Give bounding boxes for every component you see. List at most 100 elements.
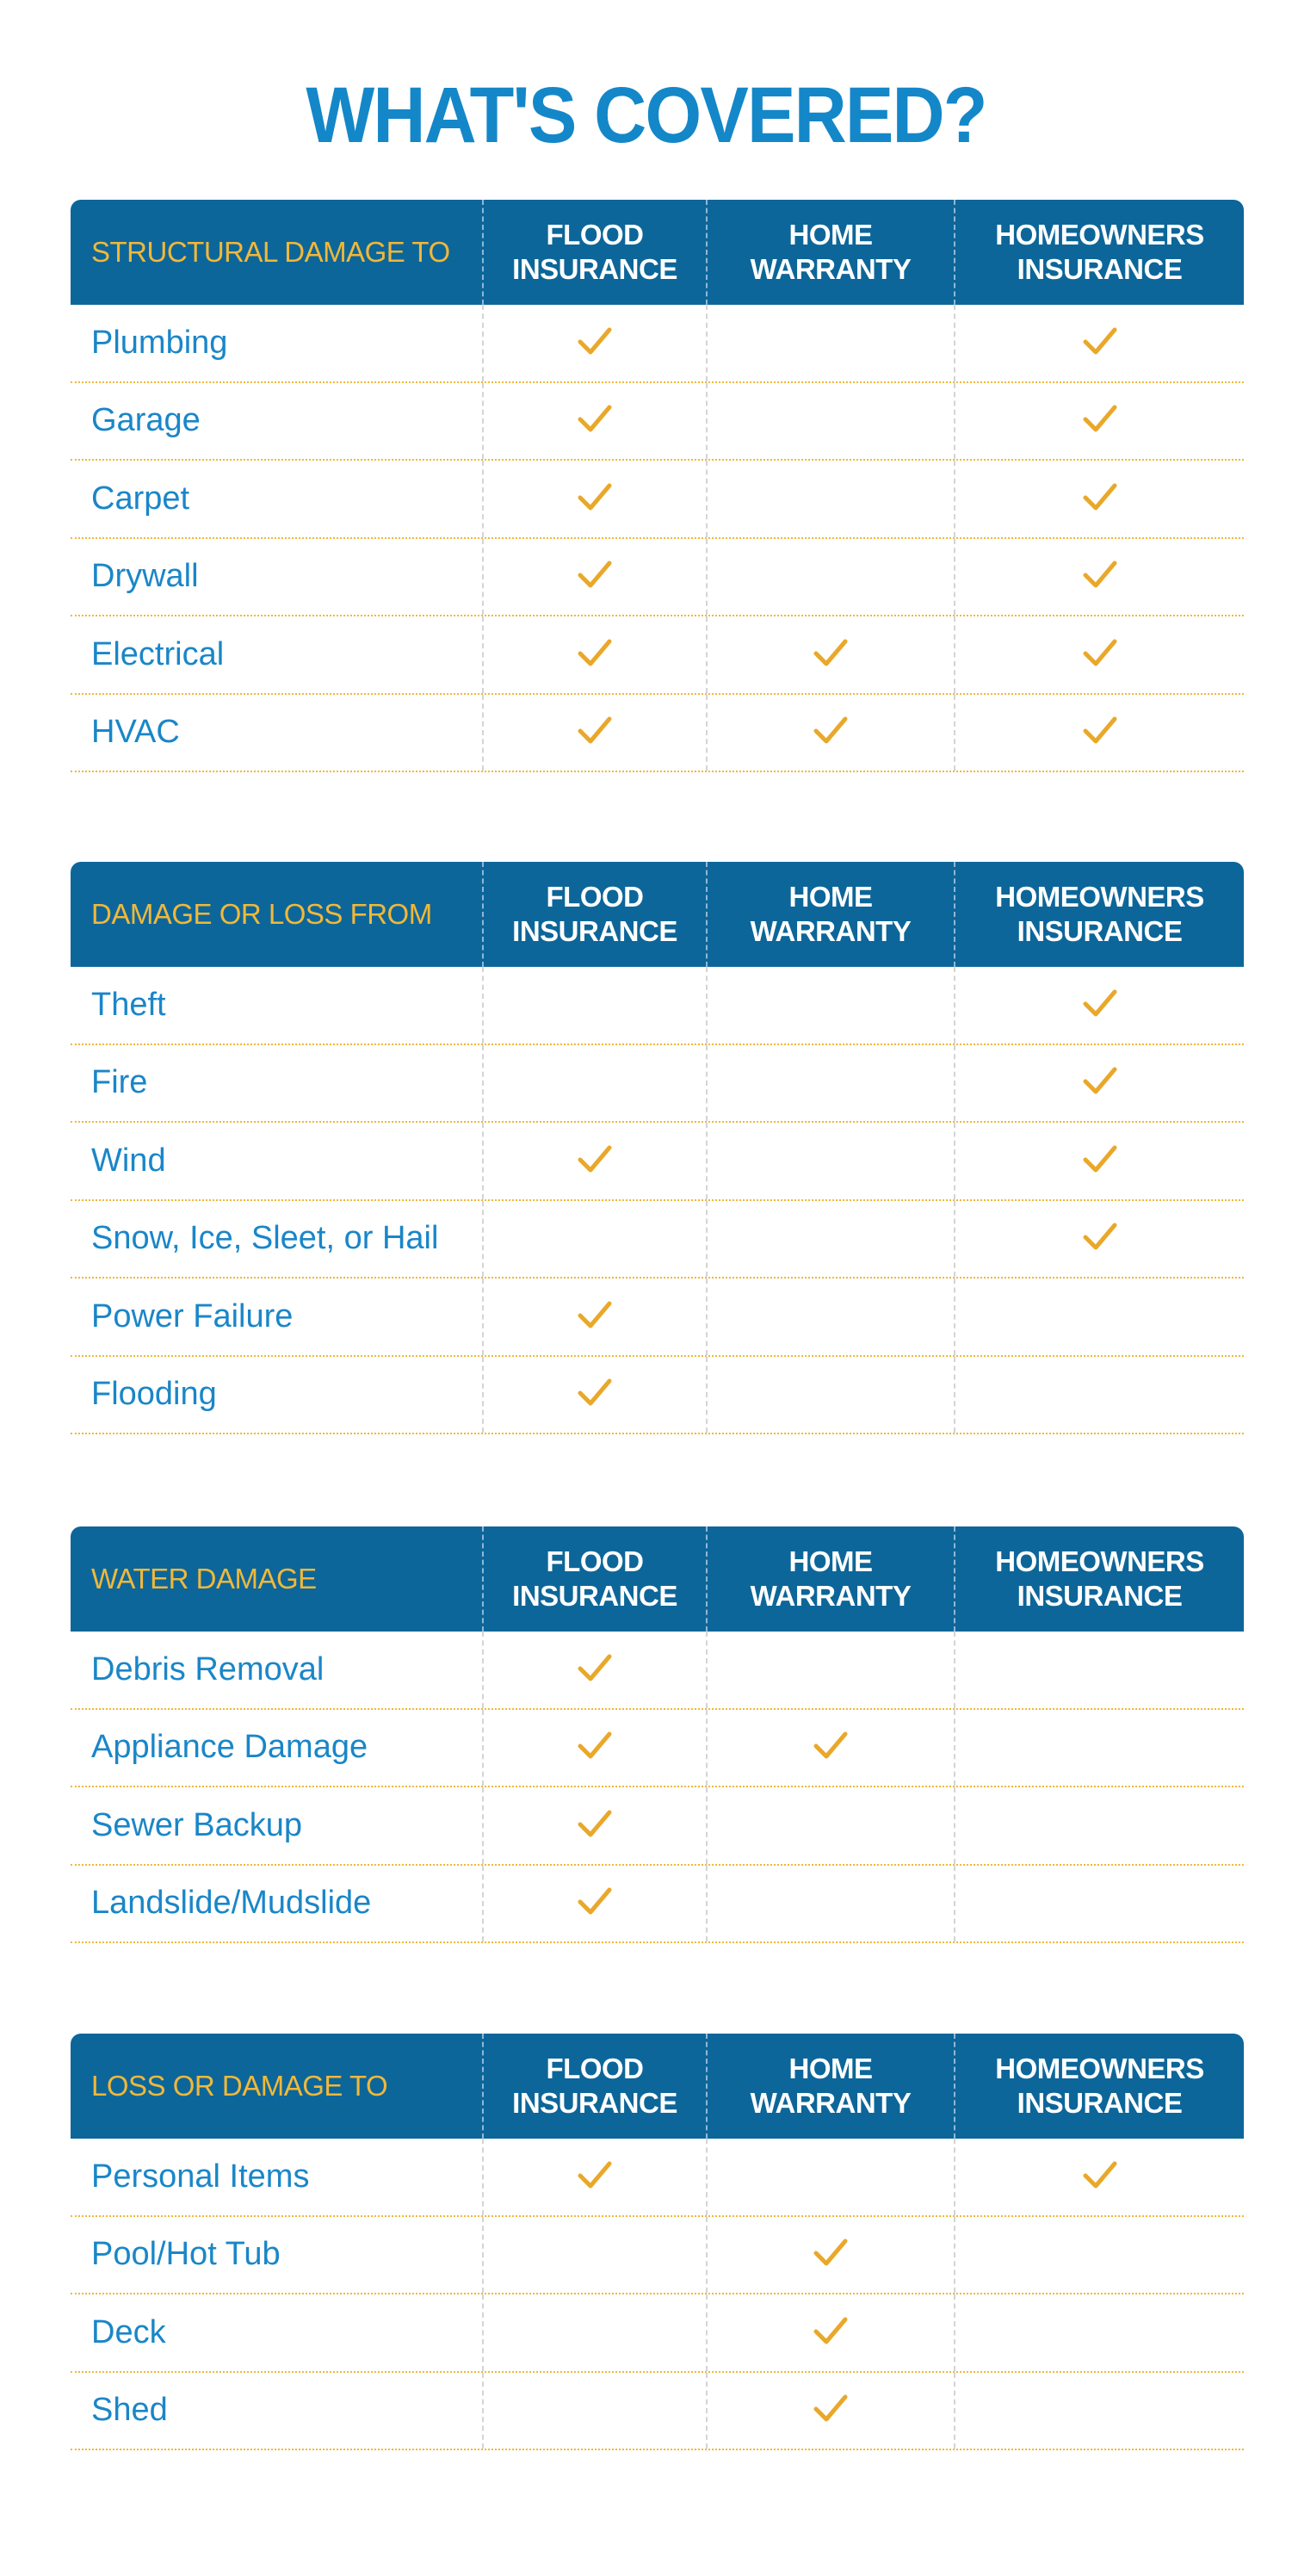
table-row: Personal Items [71, 2139, 1244, 2217]
row-label: Personal Items [91, 2158, 310, 2195]
coverage-cell [706, 1200, 954, 1277]
checkmark-icon [811, 2232, 850, 2276]
table-row: Pool/Hot Tub [71, 2216, 1244, 2294]
row-label-cell: Plumbing [71, 305, 482, 381]
table-row: HVAC [71, 694, 1244, 772]
column-header-label: HOME WARRANTY [750, 2053, 912, 2119]
row-label-cell: Landslide/Mudslide [71, 1866, 482, 1942]
category-cell: WATER DAMAGE [71, 1526, 482, 1632]
checkmark-icon [575, 1648, 615, 1692]
table-row: Fire [71, 1044, 1244, 1123]
table-row: Garage [71, 382, 1244, 461]
table-row: Carpet [71, 461, 1244, 539]
column-header-label: HOMEOWNERS INSURANCE [995, 1545, 1204, 1612]
column-header-label: HOMEOWNERS INSURANCE [995, 2053, 1204, 2119]
coverage-cell [706, 461, 954, 537]
row-label: Garage [91, 402, 201, 439]
column-header: HOME WARRANTY [706, 862, 954, 967]
row-label: Sewer Backup [91, 1806, 303, 1843]
coverage-table: LOSS OR DAMAGE TO FLOOD INSURANCE HOME WAR… [71, 2034, 1244, 2450]
checkmark-icon [1080, 477, 1120, 521]
coverage-cell [954, 461, 1244, 537]
table-row: Sewer Backup [71, 1787, 1244, 1866]
checkmark-icon [575, 554, 615, 598]
coverage-cell [482, 1709, 706, 1786]
coverage-cell [482, 616, 706, 693]
coverage-table: WATER DAMAGE FLOOD INSURANCE HOME WARRANTY… [71, 1526, 1244, 1943]
row-label: HVAC [91, 714, 180, 751]
coverage-cell [954, 305, 1244, 381]
column-header: FLOOD INSURANCE [482, 1526, 706, 1632]
coverage-cell [482, 1123, 706, 1199]
column-header-label: FLOOD INSURANCE [512, 2053, 677, 2119]
coverage-cell [954, 1865, 1244, 1941]
column-header: FLOOD INSURANCE [482, 2034, 706, 2139]
coverage-cell [954, 1632, 1244, 1708]
coverage-cell [706, 2216, 954, 2293]
category-label: LOSS OR DAMAGE TO [91, 2070, 388, 2102]
table-row: Shed [71, 2372, 1244, 2450]
column-header: HOME WARRANTY [706, 1526, 954, 1632]
coverage-cell [482, 305, 706, 381]
row-label-cell: Drywall [71, 539, 482, 616]
category-label: STRUCTURAL DAMAGE TO [91, 236, 450, 269]
column-header-label: FLOOD INSURANCE [512, 219, 677, 285]
coverage-cell [482, 382, 706, 459]
coverage-cell [482, 538, 706, 615]
table-row: Debris Removal [71, 1632, 1244, 1710]
coverage-cell [954, 1123, 1244, 1199]
coverage-cell [706, 1632, 954, 1708]
coverage-cell [954, 2139, 1244, 2215]
table-header: LOSS OR DAMAGE TO FLOOD INSURANCE HOME WAR… [71, 2034, 1244, 2139]
row-label: Flooding [91, 1376, 217, 1413]
checkmark-icon [811, 2311, 850, 2355]
column-header-label: HOME WARRANTY [750, 881, 912, 947]
table-header: STRUCTURAL DAMAGE TO FLOOD INSURANCE HOME … [71, 200, 1244, 305]
checkmark-icon [1080, 710, 1120, 754]
checkmark-icon [1080, 554, 1120, 598]
column-header-label: FLOOD INSURANCE [512, 881, 677, 947]
category-cell: DAMAGE OR LOSS FROM [71, 862, 482, 967]
checkmark-icon [575, 321, 615, 365]
coverage-cell [482, 694, 706, 771]
checkmark-icon [575, 710, 615, 754]
checkmark-icon [575, 477, 615, 521]
category-cell: LOSS OR DAMAGE TO [71, 2034, 482, 2139]
checkmark-icon [575, 1881, 615, 1925]
row-label-cell: Theft [71, 967, 482, 1043]
table-header: WATER DAMAGE FLOOD INSURANCE HOME WARRANTY… [71, 1526, 1244, 1632]
coverage-cell [706, 305, 954, 381]
checkmark-icon [575, 1295, 615, 1339]
coverage-cell [706, 694, 954, 771]
coverage-cell [954, 1709, 1244, 1786]
checkmark-icon [575, 399, 615, 443]
table-header: DAMAGE OR LOSS FROM FLOOD INSURANCE HOME W… [71, 862, 1244, 967]
table-row: Wind [71, 1123, 1244, 1201]
checkmark-icon [811, 2388, 850, 2432]
row-label-cell: Power Failure [71, 1279, 482, 1355]
column-header: HOMEOWNERS INSURANCE [954, 1526, 1244, 1632]
row-label: Electrical [91, 635, 225, 672]
row-label: Drywall [91, 558, 199, 595]
column-header-label: HOME WARRANTY [750, 219, 912, 285]
checkmark-icon [811, 633, 850, 677]
coverage-cell [954, 1356, 1244, 1433]
row-label: Fire [91, 1064, 148, 1101]
column-header-label: HOMEOWNERS INSURANCE [995, 881, 1204, 947]
coverage-cell [482, 1044, 706, 1121]
row-label: Plumbing [91, 324, 228, 361]
column-header: HOMEOWNERS INSURANCE [954, 862, 1244, 967]
coverage-cell [482, 2216, 706, 2293]
coverage-cell [482, 1279, 706, 1355]
row-label-cell: Appliance Damage [71, 1710, 482, 1786]
coverage-cell [706, 1044, 954, 1121]
row-label: Appliance Damage [91, 1729, 368, 1766]
row-label: Snow, Ice, Sleet, or Hail [91, 1220, 439, 1257]
checkmark-icon [575, 1372, 615, 1416]
coverage-cell [482, 1356, 706, 1433]
coverage-cell [954, 538, 1244, 615]
coverage-cell [482, 1865, 706, 1941]
coverage-cell [482, 1787, 706, 1864]
coverage-cell [954, 967, 1244, 1043]
checkmark-icon [575, 1139, 615, 1183]
